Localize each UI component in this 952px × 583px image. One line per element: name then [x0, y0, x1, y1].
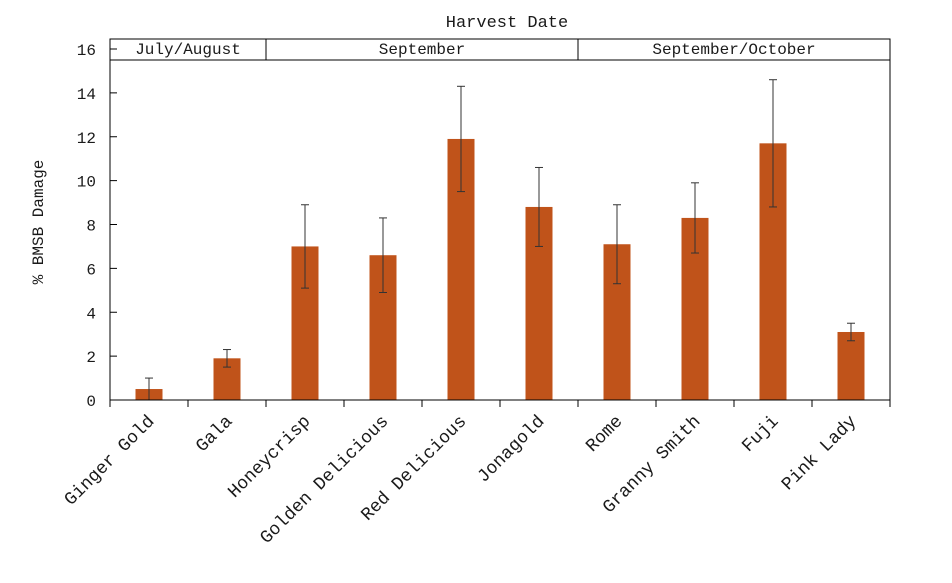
x-category-label-8: Fuji: [739, 412, 784, 457]
x-category-label-3: Golden Delicious: [257, 412, 393, 548]
bar-9: [837, 331, 865, 400]
y-axis-label: % BMSB Damage: [30, 160, 48, 285]
band-label-2: September/October: [652, 41, 815, 59]
y-tick-label-3: 6: [86, 261, 96, 279]
y-axis: 0 2 4 6 8 10 12 14 16: [77, 42, 117, 411]
y-tick-label-5: 10: [77, 174, 96, 192]
y-tick-label-8: 16: [77, 42, 96, 60]
y-tick-label-0: 0: [86, 393, 96, 411]
y-tick-label-2: 4: [86, 305, 96, 323]
y-tick-label-4: 8: [86, 218, 96, 236]
x-category-label-9: Pink Lady: [778, 412, 861, 495]
x-category-label-0: Ginger Gold: [61, 412, 159, 510]
x-category-label-5: Jonagold: [474, 412, 549, 487]
harvest-period-bands: July/August September September/October: [109, 38, 891, 61]
chart-title: Harvest Date: [446, 14, 568, 33]
x-category-label-1: Gala: [193, 412, 238, 457]
y-tick-label-1: 2: [86, 349, 96, 367]
y-tick-label-6: 12: [77, 130, 96, 148]
plot-area: [135, 79, 865, 401]
y-tick-label-7: 14: [77, 86, 96, 104]
band-label-0: July/August: [135, 41, 241, 59]
x-category-label-6: Rome: [583, 412, 628, 457]
band-label-1: September: [379, 41, 465, 59]
